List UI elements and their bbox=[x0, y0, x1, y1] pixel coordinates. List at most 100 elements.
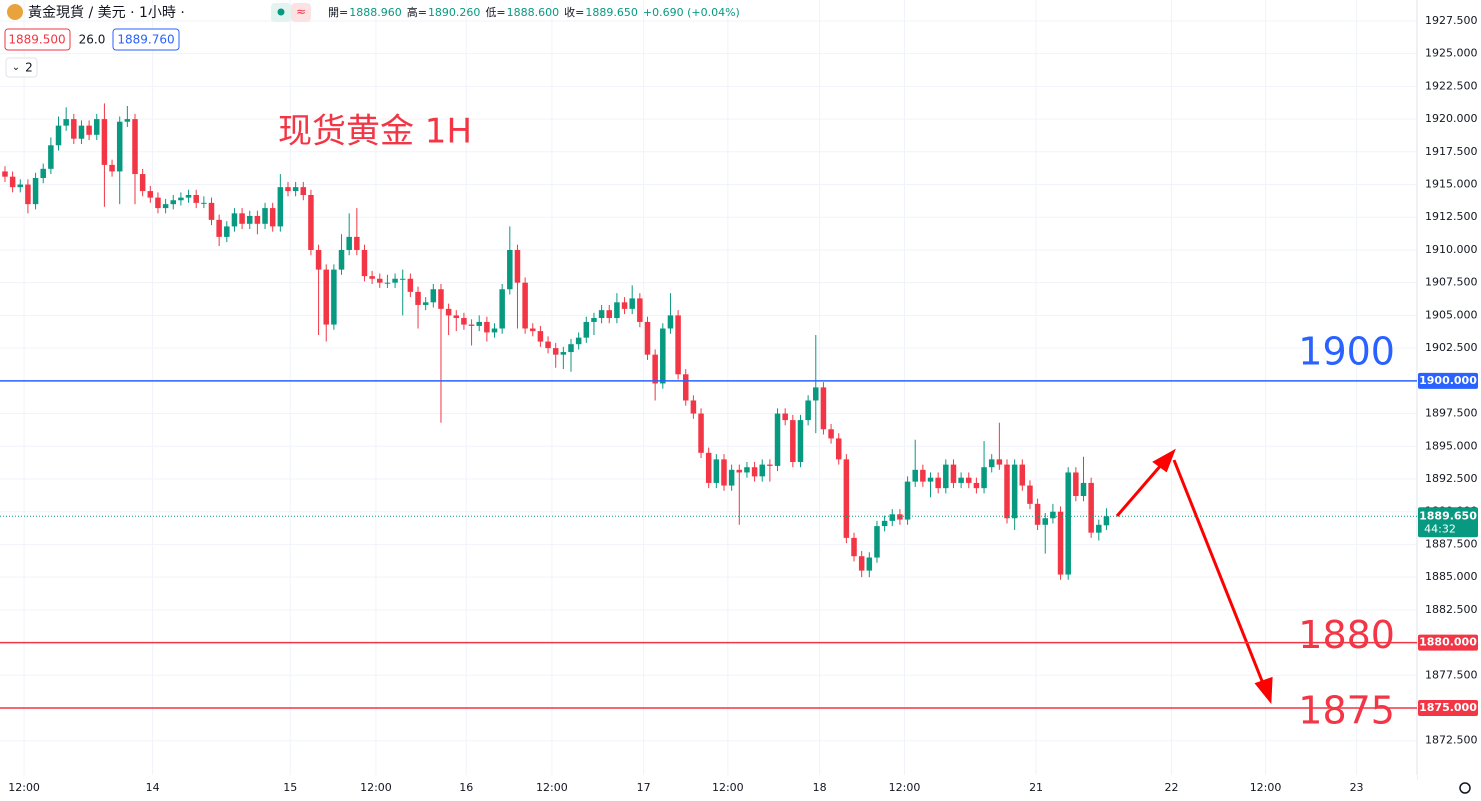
candle-body bbox=[935, 477, 941, 489]
ohlc-value: 1890.260 bbox=[428, 6, 481, 19]
x-tick-label: 14 bbox=[146, 781, 160, 794]
candle-body bbox=[468, 324, 475, 326]
x-tick-label: 12:00 bbox=[1250, 781, 1282, 794]
candle-body bbox=[958, 477, 964, 483]
candle-body bbox=[874, 526, 880, 558]
y-tick-label: 1922.500 bbox=[1425, 79, 1478, 92]
chevron: ⌄ bbox=[12, 62, 20, 73]
candle-body bbox=[2, 171, 8, 177]
x-tick-label: 12:00 bbox=[536, 781, 568, 794]
candle-body bbox=[155, 197, 161, 209]
y-tick-label: 1925.000 bbox=[1425, 47, 1478, 60]
candle-body bbox=[1019, 464, 1026, 486]
x-tick-label: 12:00 bbox=[889, 781, 921, 794]
candle-body bbox=[721, 459, 727, 486]
candle-body bbox=[48, 145, 54, 169]
candle-body bbox=[1057, 511, 1064, 575]
level-label: 1875 bbox=[1298, 689, 1395, 733]
candle-body bbox=[231, 213, 238, 227]
candle-body bbox=[170, 200, 177, 205]
candle-body bbox=[116, 121, 123, 172]
y-tick-label: 1910.000 bbox=[1425, 243, 1478, 256]
candle-body bbox=[583, 321, 590, 338]
y-tick-label: 1927.500 bbox=[1425, 14, 1478, 27]
candle-body bbox=[767, 464, 773, 466]
candle-body bbox=[713, 459, 720, 483]
candle-body bbox=[790, 420, 796, 462]
spread: 26.0 bbox=[79, 33, 106, 47]
candle-body bbox=[162, 204, 169, 209]
candle-body bbox=[461, 318, 467, 325]
x-tick-label: 16 bbox=[459, 781, 473, 794]
last-price-label: 1889.650 bbox=[1419, 509, 1477, 522]
candle-body bbox=[966, 477, 972, 483]
candle-body bbox=[637, 298, 643, 322]
market-icon: ≈ bbox=[296, 5, 306, 19]
candle-body bbox=[392, 278, 398, 283]
bid-box[interactable] bbox=[4, 28, 71, 51]
candle-body bbox=[606, 310, 613, 319]
candle-body bbox=[904, 481, 911, 520]
candle-body bbox=[139, 174, 146, 192]
candle-body bbox=[537, 331, 544, 342]
candle-body bbox=[705, 452, 712, 483]
candle-body bbox=[736, 469, 743, 473]
candle-body bbox=[346, 236, 352, 250]
candle-body bbox=[277, 187, 284, 227]
candle-body bbox=[1088, 482, 1094, 533]
countdown: 44:32 bbox=[1424, 522, 1456, 535]
candle-body bbox=[1050, 511, 1056, 519]
candle-body bbox=[132, 119, 138, 175]
candle-body bbox=[950, 464, 957, 483]
candle-body bbox=[224, 226, 230, 237]
candle-body bbox=[1065, 472, 1071, 575]
ohlc-label: 高= bbox=[407, 5, 427, 19]
candle-body bbox=[63, 119, 69, 126]
y-tick-label: 1877.500 bbox=[1425, 668, 1478, 681]
candle-body bbox=[514, 249, 521, 283]
time-axis-bg bbox=[0, 775, 1417, 801]
candle-body bbox=[438, 289, 444, 309]
y-tick-label: 1917.500 bbox=[1425, 145, 1478, 158]
candle-body bbox=[858, 556, 865, 571]
ask: 1889.760 bbox=[117, 33, 174, 47]
candle-body bbox=[1073, 472, 1079, 497]
candle-body bbox=[920, 469, 926, 482]
candle-body bbox=[216, 219, 222, 237]
candle-body bbox=[744, 467, 750, 473]
ohlc-label: 收= bbox=[564, 5, 584, 19]
axes: 1872.500 1875.000 1877.500 1880.000 1882.500… bbox=[8, 14, 1477, 794]
change: +0.690 (+0.04%) bbox=[643, 6, 740, 19]
last-price-box bbox=[1418, 507, 1478, 538]
plot bbox=[2, 103, 1110, 580]
candle-body bbox=[323, 269, 329, 325]
candle-body bbox=[1096, 524, 1102, 533]
candle-body bbox=[545, 341, 551, 349]
arrow-down bbox=[1172, 459, 1266, 687]
x-tick-label: 17 bbox=[637, 781, 651, 794]
market-badge[interactable] bbox=[291, 3, 311, 22]
ask-box[interactable] bbox=[112, 28, 180, 51]
bid: 1889.500 bbox=[8, 33, 65, 47]
candle-body bbox=[315, 249, 322, 270]
x-tick-label: 15 bbox=[283, 781, 297, 794]
candle-body bbox=[690, 400, 697, 414]
y-tick-label: 1872.500 bbox=[1425, 734, 1478, 747]
candle-body bbox=[629, 298, 635, 309]
candle-body bbox=[751, 467, 758, 477]
candle-body bbox=[208, 202, 215, 220]
candle-body bbox=[828, 429, 834, 439]
candle-body bbox=[1004, 464, 1010, 519]
candle-body bbox=[851, 537, 857, 557]
candle-body bbox=[78, 125, 85, 139]
x-tick-label: 12:00 bbox=[360, 781, 392, 794]
indicators-toggle[interactable] bbox=[5, 57, 38, 78]
candle-body bbox=[124, 119, 131, 122]
settings-icon[interactable] bbox=[1459, 782, 1471, 794]
candle-body bbox=[94, 119, 100, 135]
candle-body bbox=[782, 413, 788, 421]
candle-body bbox=[384, 282, 391, 284]
candle-body bbox=[1103, 516, 1110, 526]
candle-body bbox=[445, 308, 452, 316]
